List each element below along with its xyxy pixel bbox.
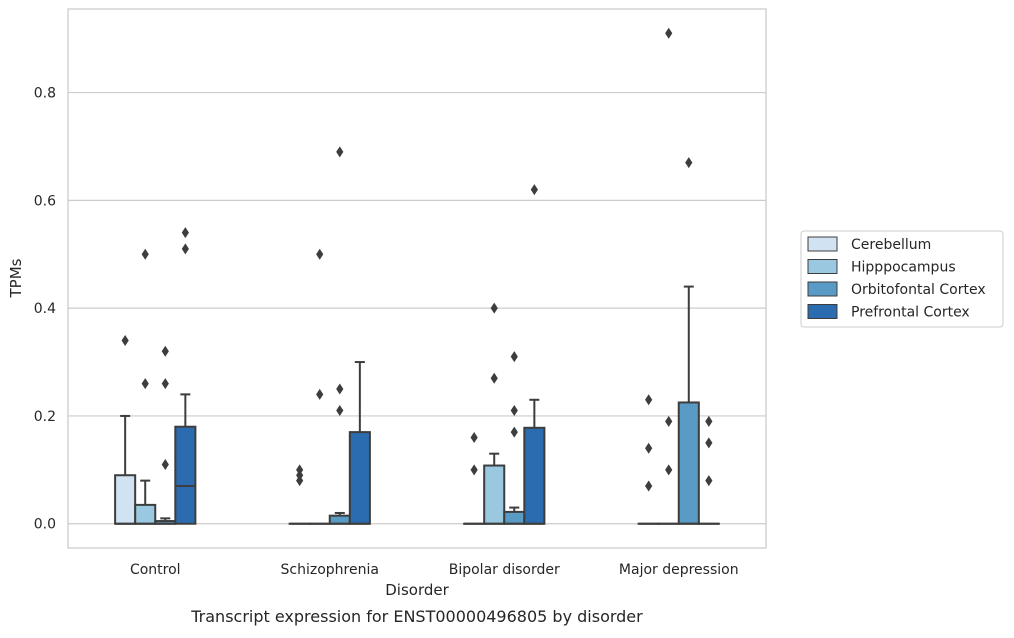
box-plot	[504, 351, 524, 524]
outlier-point	[471, 464, 478, 475]
box-plot	[484, 303, 504, 524]
outlier-point	[336, 383, 343, 394]
box-plot	[524, 184, 544, 524]
gridlines	[68, 93, 766, 524]
x-tick-label: Schizophrenia	[281, 562, 379, 578]
outlier-point	[705, 475, 712, 486]
outlier-point	[162, 346, 169, 357]
outlier-point	[665, 416, 672, 427]
outlier-point	[162, 378, 169, 389]
box-plot	[290, 464, 310, 523]
outlier-point	[665, 464, 672, 475]
legend: Cerebellum Hipppocampus Orbitofontal Corte…	[801, 231, 1003, 327]
outlier-point	[142, 249, 149, 260]
outlier-point	[316, 249, 323, 260]
box	[175, 427, 195, 524]
outlier-point	[665, 28, 672, 39]
x-tick-label: Bipolar disorder	[449, 562, 560, 578]
outlier-point	[531, 184, 538, 195]
legend-swatch	[808, 260, 837, 274]
box	[484, 466, 504, 524]
outlier-point	[491, 303, 498, 314]
box	[115, 475, 135, 524]
outlier-point	[685, 157, 692, 168]
legend-swatch	[808, 282, 837, 296]
outlier-point	[316, 389, 323, 400]
outlier-point	[471, 432, 478, 443]
box-plot	[699, 416, 719, 524]
box	[135, 505, 155, 524]
x-axis-ticks: Control Schizophrenia Bipolar disorder Majo…	[130, 562, 739, 578]
outlier-point	[142, 378, 149, 389]
legend-label: Hipppocampus	[851, 260, 956, 276]
x-tick-label: Major depression	[619, 562, 739, 578]
plot-area-frame	[68, 9, 766, 548]
x-tick-label: Control	[130, 562, 181, 578]
y-axis-label: TPMs	[7, 258, 25, 298]
box-plot	[659, 28, 679, 524]
y-axis-ticks: 0.0 0.2 0.4 0.6 0.8	[34, 86, 56, 533]
outlier-point	[162, 459, 169, 470]
outlier-point	[491, 373, 498, 384]
legend-swatch	[808, 237, 837, 251]
box-plot	[135, 249, 155, 524]
box-plot	[310, 249, 330, 524]
box	[504, 512, 524, 524]
outlier-point	[336, 405, 343, 416]
x-axis-label: Disorder	[385, 581, 449, 599]
box-plot	[175, 227, 195, 524]
legend-label: Orbitofontal Cortex	[851, 282, 986, 298]
box-plot	[679, 157, 699, 524]
y-tick-label: 0.2	[34, 409, 56, 425]
box	[350, 432, 370, 524]
y-tick-label: 0.6	[34, 193, 56, 209]
y-tick-label: 0.8	[34, 86, 56, 102]
outlier-point	[511, 405, 518, 416]
box-plot	[464, 432, 484, 524]
outlier-point	[182, 243, 189, 254]
box-plot	[350, 362, 370, 524]
chart-title: Transcript expression for ENST0000049680…	[190, 607, 643, 626]
box-plot	[639, 394, 659, 523]
box-plot	[115, 335, 135, 524]
y-tick-label: 0.0	[34, 517, 56, 533]
outlier-point	[182, 227, 189, 238]
box-plots	[115, 28, 719, 524]
box	[330, 516, 350, 524]
outlier-point	[511, 427, 518, 438]
box	[524, 428, 544, 524]
outlier-point	[511, 351, 518, 362]
outlier-point	[705, 416, 712, 427]
legend-label: Cerebellum	[851, 237, 931, 253]
outlier-point	[645, 394, 652, 405]
box-plot	[330, 146, 350, 523]
box	[679, 402, 699, 523]
outlier-point	[122, 335, 129, 346]
legend-swatch	[808, 305, 837, 319]
box-plot	[155, 346, 175, 524]
legend-label: Prefrontal Cortex	[851, 305, 970, 321]
y-tick-label: 0.4	[34, 301, 56, 317]
outlier-point	[336, 146, 343, 157]
outlier-point	[705, 437, 712, 448]
outlier-point	[645, 481, 652, 492]
outlier-point	[645, 443, 652, 454]
